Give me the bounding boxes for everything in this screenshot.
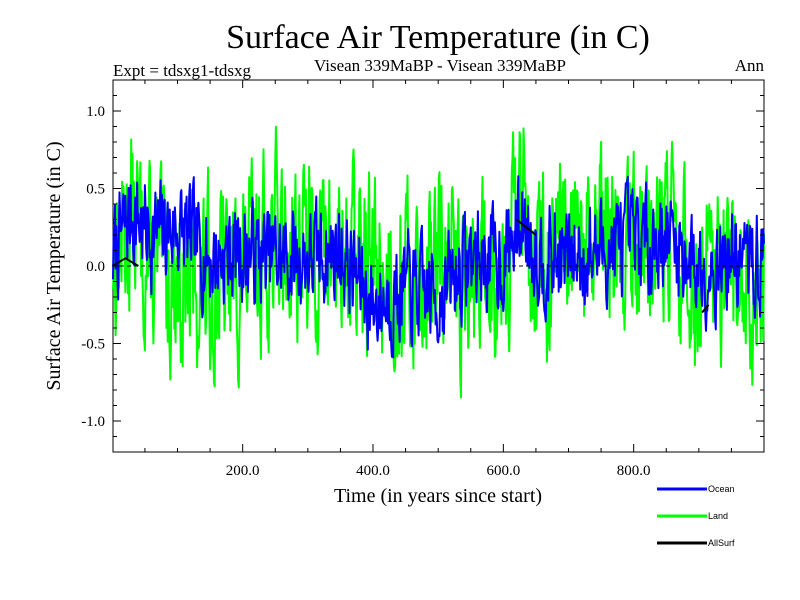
x-tick-label: 800.0 bbox=[617, 463, 651, 479]
legend-label-allsurf: AllSurf bbox=[708, 538, 735, 548]
series-line-allsurf bbox=[111, 218, 710, 314]
legend-label-land: Land bbox=[708, 511, 728, 521]
legend: Ocean Land AllSurf bbox=[657, 484, 735, 548]
chart-title: Surface Air Temperature (in C) bbox=[226, 19, 650, 56]
chart-subtitle-right: Ann bbox=[735, 56, 765, 75]
legend-label-ocean: Ocean bbox=[708, 484, 735, 494]
ticks-layer: 200.0 400.0 600.0 800.0 1.0 0.5 0.0 -0.5 -1.0 bbox=[81, 80, 764, 479]
x-tick-label: 400.0 bbox=[356, 463, 390, 479]
y-axis-label: Surface Air Temperature (in C) bbox=[43, 141, 65, 390]
series-layer bbox=[111, 125, 765, 399]
series-line-land bbox=[112, 125, 765, 399]
series-line-ocean bbox=[112, 175, 765, 359]
chart-subtitle-center: Visean 339MaBP - Visean 339MaBP bbox=[314, 56, 566, 75]
x-axis-label: Time (in years since start) bbox=[334, 485, 542, 507]
x-tick-label: 600.0 bbox=[486, 463, 520, 479]
y-tick-label: -0.5 bbox=[81, 337, 105, 353]
y-tick-label: 0.5 bbox=[86, 182, 105, 198]
y-tick-label: 0.0 bbox=[86, 259, 105, 275]
y-tick-label: -1.0 bbox=[81, 414, 105, 430]
y-tick-label: 1.0 bbox=[86, 104, 105, 120]
chart-subtitle-left: Expt = tdsxg1-tdsxg bbox=[113, 61, 252, 80]
x-tick-label: 200.0 bbox=[226, 463, 260, 479]
